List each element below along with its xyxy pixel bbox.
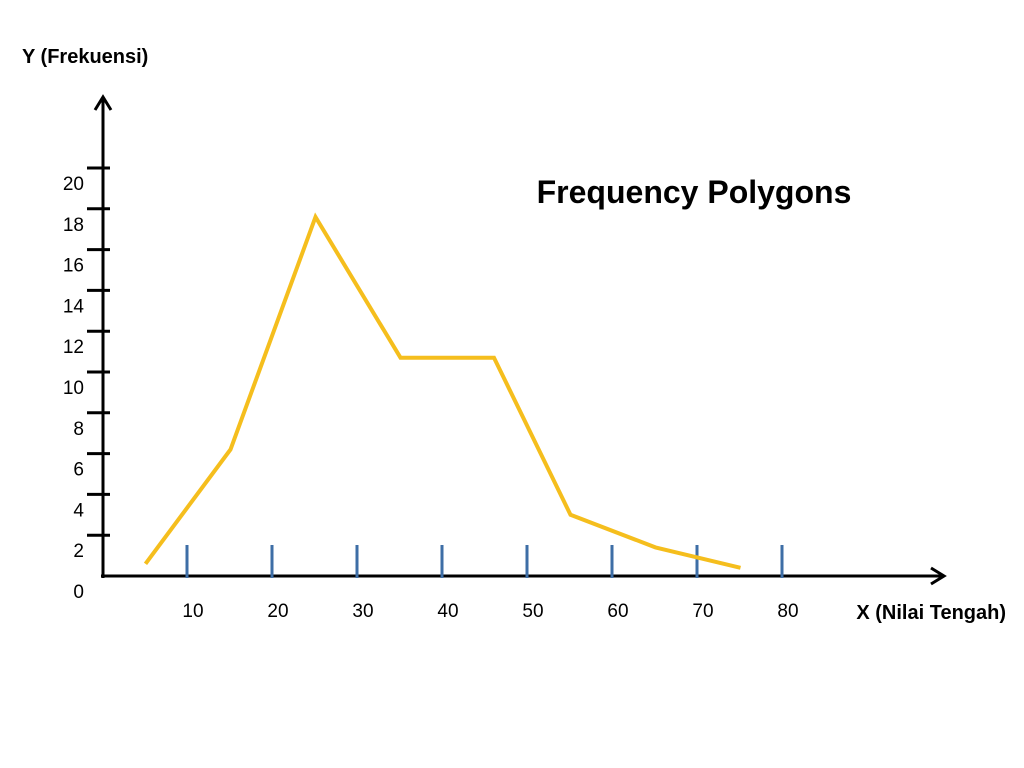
x-tick-label: 30 — [352, 601, 373, 622]
y-tick-label: 12 — [63, 337, 84, 358]
chart-title: Frequency Polygons — [537, 174, 852, 210]
y-axis-title: Y (Frekuensi) — [22, 46, 148, 68]
y-tick-label: 20 — [63, 174, 84, 195]
x-tick-label: 20 — [267, 601, 288, 622]
x-tick-label: 70 — [692, 601, 713, 622]
x-tick-label: 40 — [437, 601, 458, 622]
y-tick-label: 10 — [63, 378, 84, 399]
y-tick-label: 0 — [73, 582, 84, 603]
x-tick-label: 50 — [522, 601, 543, 622]
y-axis-arrowhead — [93, 94, 113, 111]
y-tick-label: 4 — [73, 500, 84, 521]
x-tick-label: 10 — [182, 601, 203, 622]
x-axis-arrowhead — [930, 566, 947, 586]
y-tick-label: 8 — [73, 419, 84, 440]
x-tick-label: 60 — [607, 601, 628, 622]
x-axis-title: X (Nilai Tengah) — [856, 602, 1006, 624]
x-tick-label: 80 — [777, 601, 798, 622]
y-tick-label: 16 — [63, 256, 84, 277]
y-tick-label: 14 — [63, 296, 85, 317]
frequency-polygon-line — [143, 212, 741, 570]
y-tick-label: 6 — [73, 460, 84, 481]
y-tick-label: 18 — [63, 215, 84, 236]
y-tick-label: 2 — [73, 541, 84, 562]
